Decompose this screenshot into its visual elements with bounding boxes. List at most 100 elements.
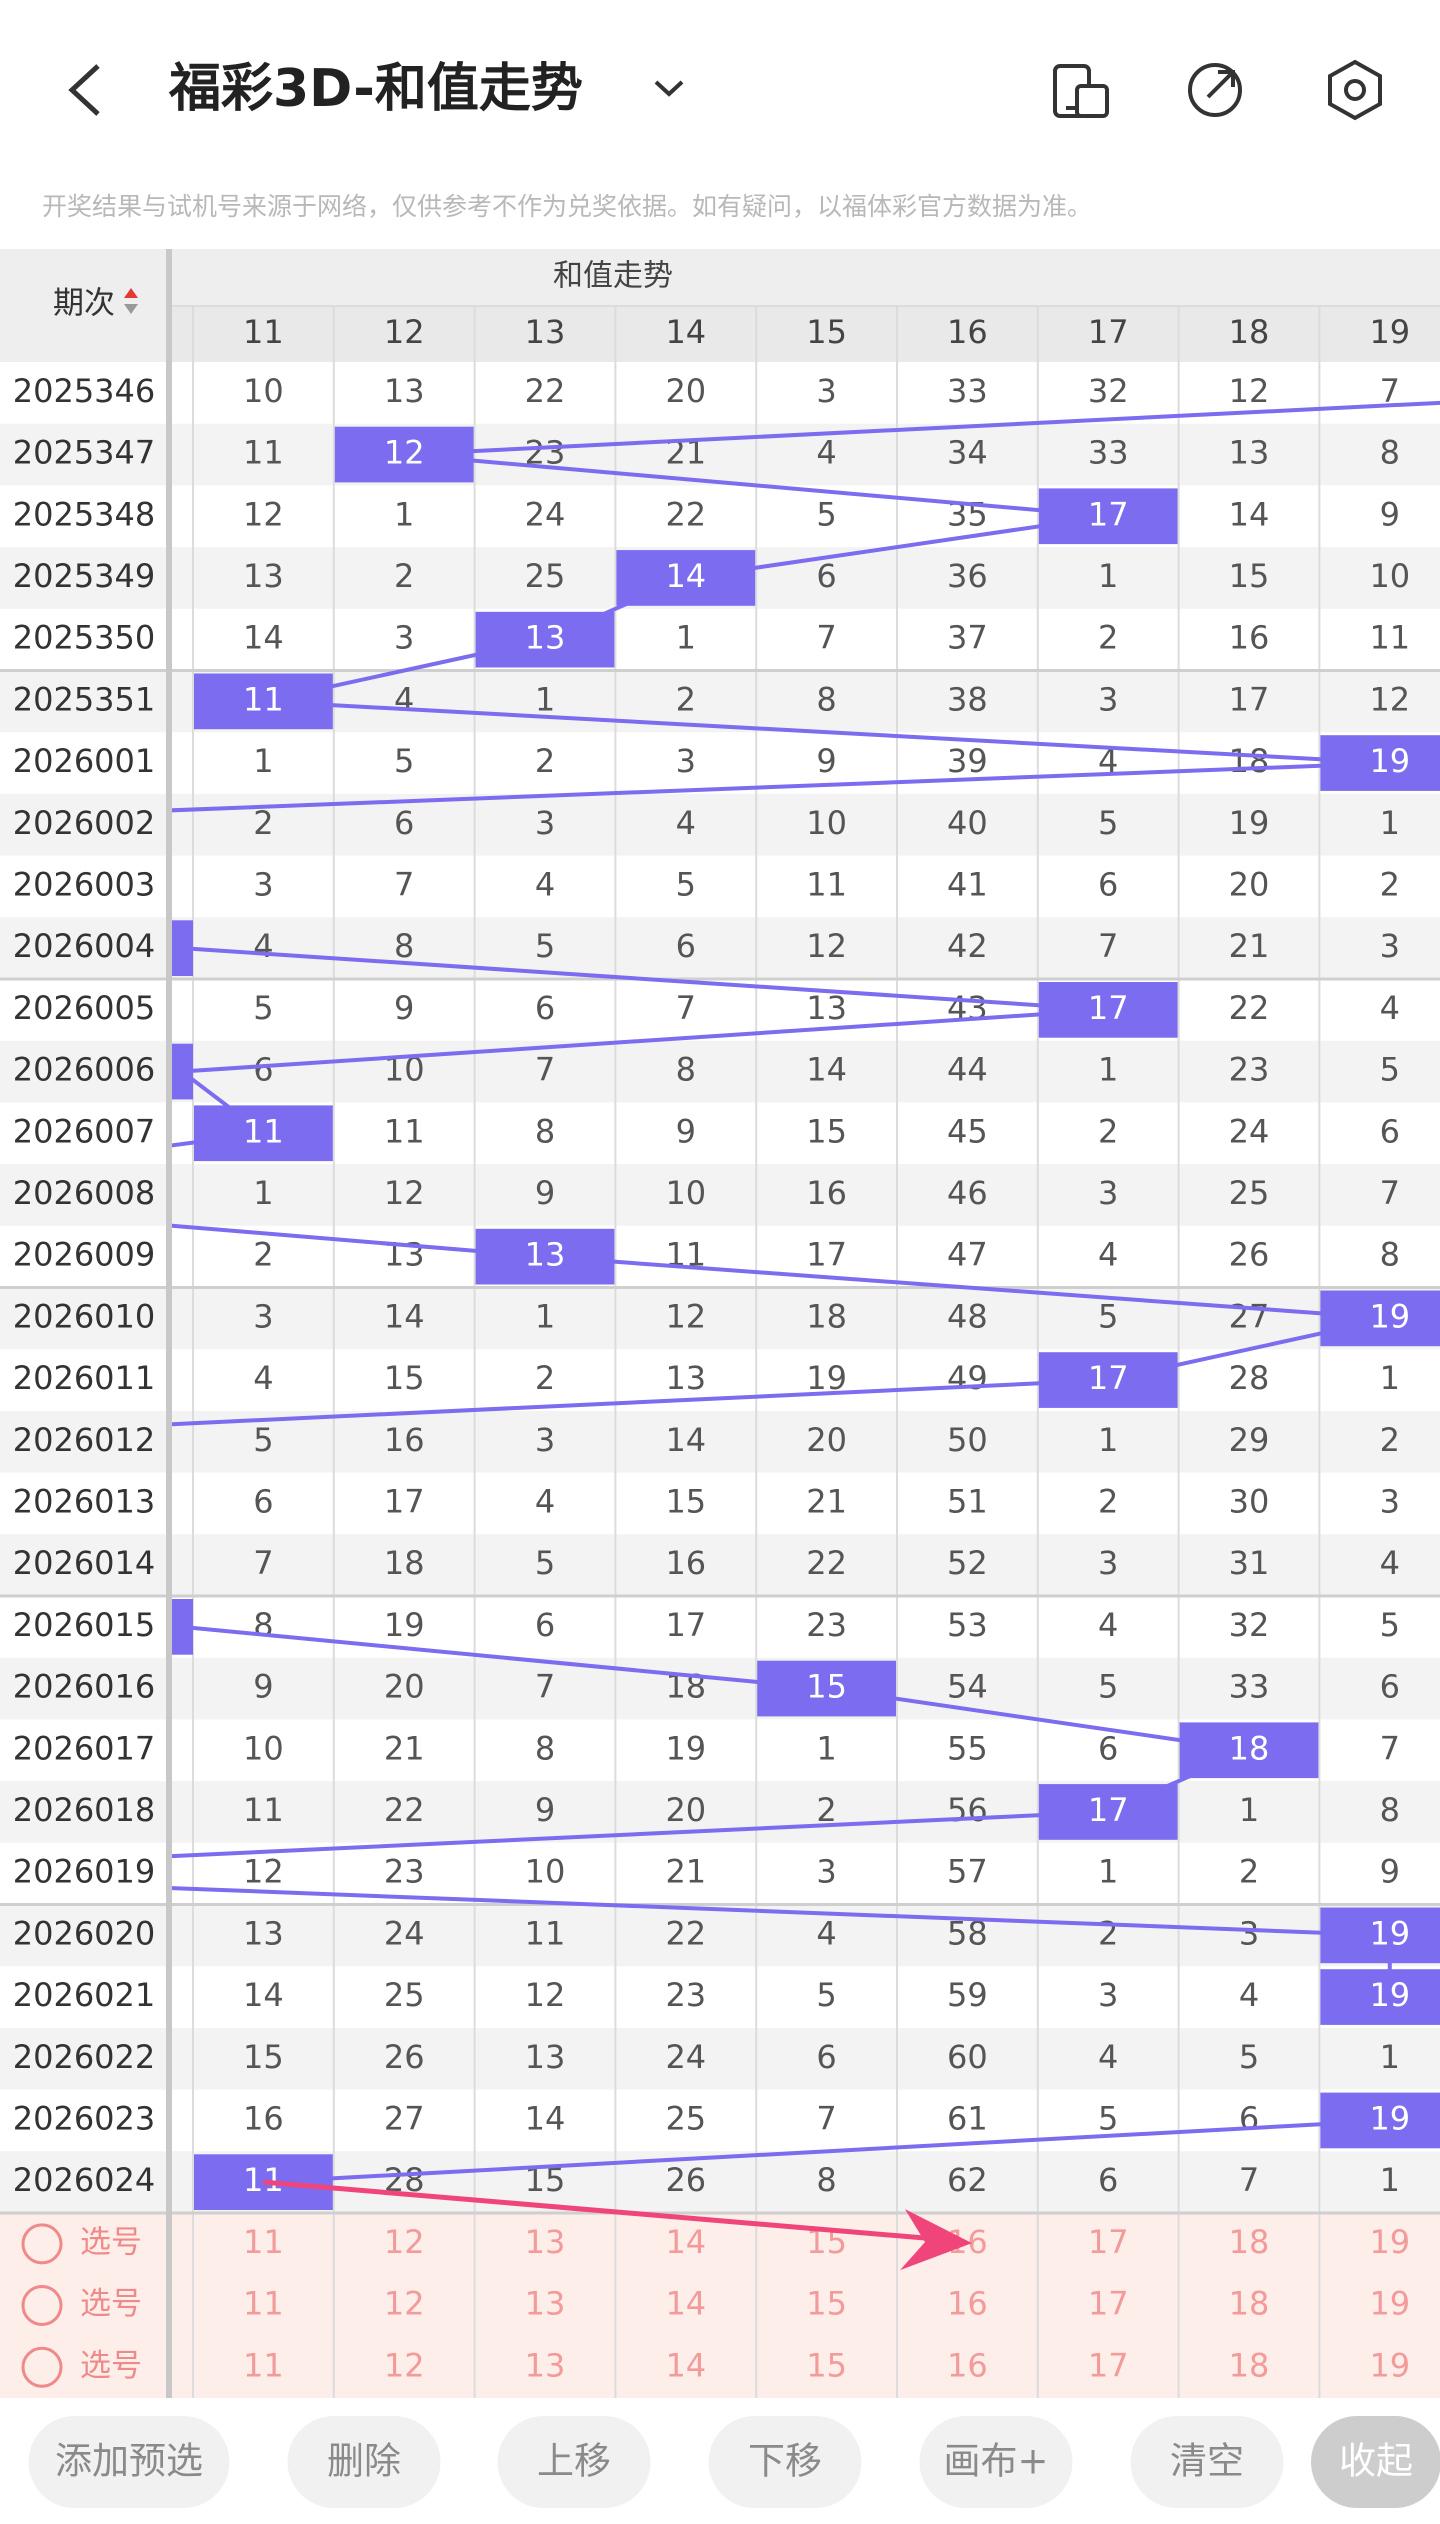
period: 2026009 [13,1236,156,1274]
cell: 12 [1229,372,1270,410]
pick-number[interactable]: 19 [1369,2346,1410,2384]
button-bg[interactable] [28,2416,230,2508]
button[interactable]: 画布+ [943,2440,1048,2483]
pick-number[interactable]: 11 [243,2223,284,2261]
cell: 11 [384,1112,425,1150]
pick-number[interactable]: 13 [525,2346,566,2384]
cell: 23 [384,1853,425,1891]
period: 2026016 [13,1668,156,1706]
column-header: 19 [1369,313,1410,351]
pick-number[interactable]: 18 [1229,2285,1270,2323]
pick-number[interactable]: 14 [665,2346,706,2384]
cell: 22 [525,372,566,410]
pick-checkbox[interactable] [21,2223,63,2265]
button-bg[interactable] [708,2416,862,2508]
hit-value: 13 [525,1236,566,1274]
button-bg[interactable] [1311,2416,1440,2508]
cell: 1 [1380,1359,1400,1397]
cell: 4 [816,434,836,472]
button[interactable]: 下移 [748,2440,822,2483]
dropdown[interactable] [654,80,684,97]
cell: 5 [253,1421,273,1459]
button-bg[interactable] [287,2416,441,2508]
trend-segment [172,1223,546,1259]
button-bg[interactable] [497,2416,651,2508]
hit-cell [1320,2092,1440,2149]
pick-number[interactable]: 17 [1088,2346,1129,2384]
hit-cell-partial [172,1599,193,1655]
sort-icon[interactable] [124,288,138,298]
cell: 5 [253,989,273,1027]
cell: 7 [535,1051,555,1089]
cell: 8 [816,680,836,718]
pick-number[interactable]: 11 [243,2285,284,2323]
button[interactable]: 清空 [1170,2440,1244,2483]
button[interactable]: 删除 [327,2440,401,2483]
cell: 2 [1380,1421,1400,1459]
button[interactable]: 添加预选 [55,2440,203,2483]
button-bg[interactable] [919,2416,1073,2508]
hit-value: 19 [1369,2099,1410,2137]
cell: 12 [384,1174,425,1212]
column-header: 12 [384,313,425,351]
pick-number[interactable]: 18 [1229,2346,1270,2384]
row-bg [0,1287,1440,1350]
pick-number[interactable]: 19 [1369,2223,1410,2261]
pick-number[interactable]: 15 [806,2346,847,2384]
pick-label: 选号 [80,2286,142,2322]
cell: 1 [676,619,696,657]
pick-number[interactable]: 15 [806,2285,847,2323]
button-bg[interactable] [1130,2416,1284,2508]
pick-number[interactable]: 17 [1088,2285,1129,2323]
cell: 16 [1229,619,1270,657]
cell: 6 [253,1051,273,1089]
period: 2026001 [13,742,156,780]
trend-segment [172,761,1390,813]
cell: 17 [665,1606,706,1644]
cell: 13 [243,557,284,595]
notice: 开奖结果与试机号来源于网络，仅供参考不作为兑奖依据。如有疑问，以福体彩官方数据为… [42,192,1092,221]
period: 2025349 [13,557,156,595]
pick-number[interactable]: 12 [384,2346,425,2384]
cell: 10 [243,372,284,410]
button[interactable]: 收起 [1339,2440,1413,2483]
back-button[interactable] [68,64,100,116]
cell: 12 [243,495,284,533]
hit-cell [1320,1907,1440,1964]
bottom-bar: 添加预选 删除 上移 下移 画布+ 清空 收起 [0,2398,1440,2524]
cell: 32 [1088,372,1129,410]
cell: 14 [384,1297,425,1335]
cell: 50 [947,1421,988,1459]
pick-number[interactable]: 16 [947,2285,988,2323]
cell: 18 [806,1297,847,1335]
pick-number[interactable]: 18 [1229,2223,1270,2261]
cell: 6 [1380,1112,1400,1150]
button[interactable]: 上移 [537,2440,611,2483]
cell: 7 [1380,372,1400,410]
pick-number[interactable]: 11 [243,2346,284,2384]
period-header: 期次 [53,286,115,322]
pick-number[interactable]: 19 [1369,2285,1410,2323]
header-icons[interactable] [1053,59,1382,121]
period: 2026019 [13,1853,156,1891]
row-bg [0,1781,1440,1844]
pick-number[interactable]: 13 [525,2285,566,2323]
pick-number[interactable]: 12 [384,2285,425,2323]
pick-checkbox[interactable] [21,2285,63,2327]
pick-number[interactable]: 12 [384,2223,425,2261]
pick-number[interactable]: 17 [1088,2223,1129,2261]
pick-number[interactable]: 14 [665,2285,706,2323]
pick-number[interactable]: 14 [665,2223,706,2261]
cell: 1 [394,495,414,533]
cell: 5 [394,742,414,780]
cell: 27 [1229,1297,1270,1335]
cell: 14 [243,1976,284,2014]
pick-number[interactable]: 16 [947,2346,988,2384]
cell: 11 [243,434,284,472]
sort-icon[interactable] [124,304,138,314]
cell: 12 [243,1853,284,1891]
trend-segment [181,1007,1109,1074]
pick-checkbox[interactable] [21,2346,63,2388]
hit-cell [194,1105,333,1162]
pick-number[interactable]: 13 [525,2223,566,2261]
